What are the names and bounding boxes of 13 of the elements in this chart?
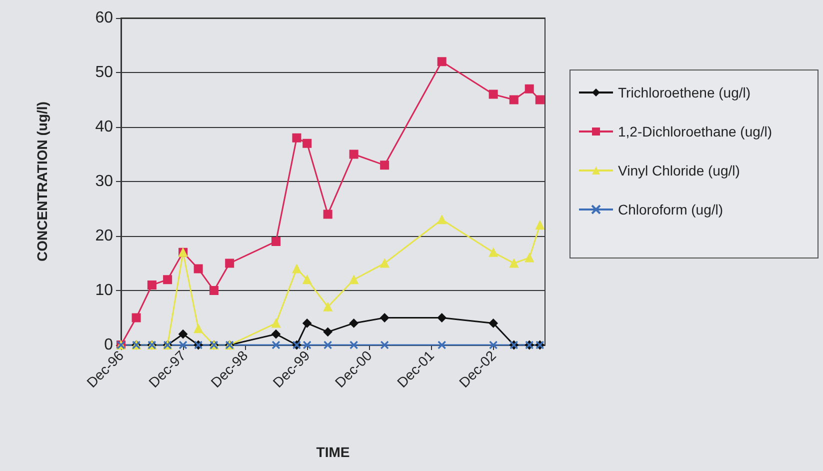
legend-label: Vinyl Chloride (ug/l)	[618, 162, 740, 178]
y-tick-label: 0	[104, 336, 114, 354]
y-tick-label: 40	[95, 118, 114, 136]
legend-label: Trichloroethene (ug/l)	[618, 84, 751, 100]
y-tick-label: 50	[95, 64, 114, 81]
legend-label: Chloroform (ug/l)	[618, 202, 724, 218]
y-tick-label: 20	[95, 228, 114, 244]
y-axis-title: CONCENTRATION (ug/l)	[34, 102, 50, 262]
y-tick-label: 10	[95, 282, 114, 299]
y-tick-label: 30	[95, 173, 114, 190]
legend-label: 1,2-Dichloroethane (ug/l)	[618, 124, 772, 140]
y-tick-label: 60	[95, 10, 114, 26]
x-axis-title: TIME	[316, 444, 350, 460]
